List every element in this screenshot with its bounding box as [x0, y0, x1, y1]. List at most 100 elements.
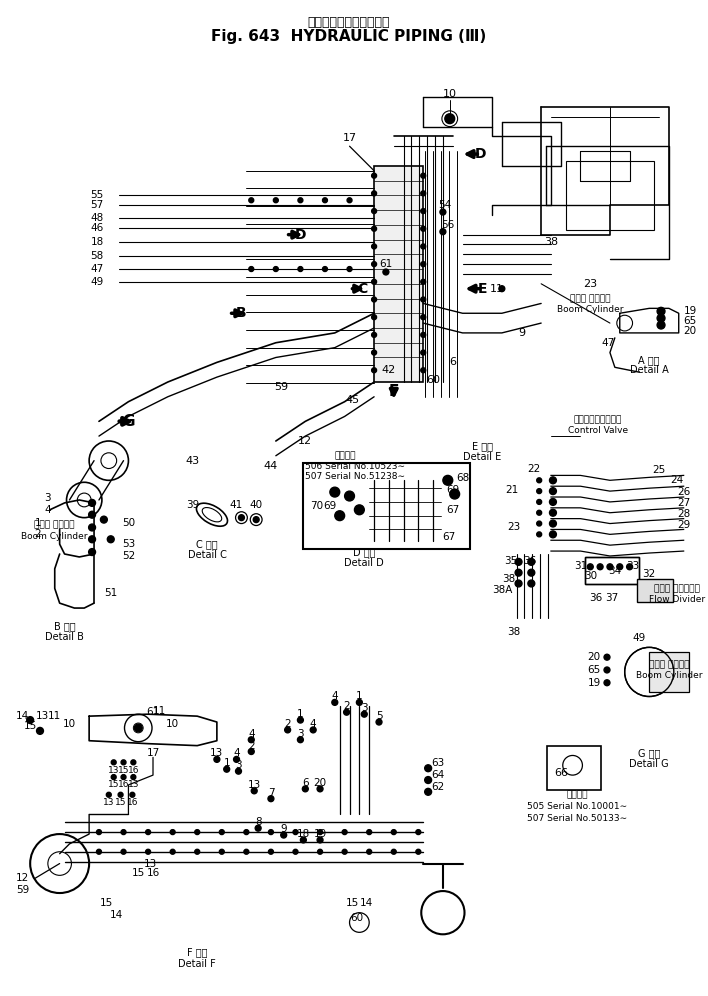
Circle shape	[249, 737, 254, 743]
Circle shape	[170, 830, 175, 835]
Text: Flow Divider: Flow Divider	[649, 595, 705, 604]
Text: 505 Serial No.10001∼: 505 Serial No.10001∼	[527, 802, 627, 811]
Text: 3: 3	[235, 760, 242, 770]
Circle shape	[372, 191, 377, 196]
Circle shape	[528, 580, 535, 587]
Text: Boom Cylinder: Boom Cylinder	[636, 671, 702, 680]
Circle shape	[345, 491, 355, 501]
Text: 64: 64	[431, 770, 445, 780]
Text: 2: 2	[343, 701, 350, 711]
Circle shape	[135, 724, 142, 732]
Text: 10: 10	[166, 719, 179, 729]
Circle shape	[236, 768, 241, 774]
Text: B 詳細: B 詳細	[54, 621, 75, 630]
Circle shape	[372, 226, 377, 231]
Circle shape	[425, 777, 432, 784]
Bar	[586, 557, 639, 585]
Circle shape	[515, 580, 522, 587]
Text: 37: 37	[605, 594, 619, 604]
Circle shape	[421, 297, 426, 302]
Circle shape	[372, 208, 377, 213]
Text: 63: 63	[431, 758, 445, 768]
Text: 15: 15	[118, 766, 130, 775]
Circle shape	[300, 837, 307, 843]
Text: 49: 49	[633, 632, 646, 642]
Text: 13: 13	[210, 748, 224, 759]
Circle shape	[657, 308, 665, 315]
Text: 45: 45	[346, 394, 360, 404]
Circle shape	[323, 198, 327, 203]
Text: C: C	[357, 282, 367, 296]
Text: 3: 3	[45, 493, 51, 503]
Text: 65: 65	[684, 316, 697, 326]
Circle shape	[450, 489, 459, 499]
Circle shape	[549, 477, 556, 484]
Circle shape	[421, 368, 426, 373]
Circle shape	[361, 711, 367, 717]
Circle shape	[421, 208, 426, 213]
Circle shape	[597, 564, 603, 570]
Text: 26: 26	[677, 487, 690, 497]
Circle shape	[421, 315, 426, 320]
Text: 13: 13	[144, 859, 156, 869]
Circle shape	[293, 850, 298, 855]
Circle shape	[146, 850, 151, 855]
Circle shape	[342, 850, 347, 855]
Circle shape	[537, 521, 542, 526]
Circle shape	[372, 244, 377, 249]
Text: 4: 4	[45, 505, 51, 515]
Text: 30: 30	[583, 571, 597, 581]
Circle shape	[219, 850, 224, 855]
Circle shape	[372, 315, 377, 320]
Circle shape	[499, 286, 505, 292]
Circle shape	[549, 488, 556, 495]
Text: F 詳細: F 詳細	[187, 947, 207, 957]
Text: 55: 55	[91, 190, 104, 200]
Text: ハイドロックバイピング: ハイドロックバイピング	[307, 16, 390, 29]
Circle shape	[298, 267, 303, 272]
Text: 61: 61	[379, 259, 392, 269]
Text: 54: 54	[438, 200, 452, 210]
Circle shape	[372, 262, 377, 267]
Text: F: F	[389, 384, 399, 399]
Text: 16: 16	[127, 798, 138, 807]
Text: 13: 13	[35, 711, 49, 721]
Circle shape	[657, 321, 665, 329]
Circle shape	[330, 487, 340, 497]
Bar	[649, 652, 689, 691]
Text: 40: 40	[250, 500, 263, 510]
Circle shape	[376, 719, 382, 725]
Text: 49: 49	[91, 277, 104, 287]
Text: 10: 10	[63, 719, 76, 729]
Circle shape	[425, 765, 432, 772]
Circle shape	[118, 792, 123, 797]
Text: 14: 14	[110, 909, 123, 919]
Circle shape	[96, 830, 101, 835]
Text: 38A: 38A	[491, 586, 512, 596]
Text: 5: 5	[376, 711, 382, 721]
Text: 69: 69	[446, 485, 459, 495]
Circle shape	[239, 515, 244, 521]
Text: G 詳細: G 詳細	[638, 748, 661, 759]
Circle shape	[219, 830, 224, 835]
Circle shape	[106, 792, 111, 797]
Circle shape	[537, 499, 542, 504]
Text: 66: 66	[554, 768, 568, 778]
Circle shape	[372, 333, 377, 338]
Circle shape	[131, 775, 136, 780]
Circle shape	[88, 536, 96, 543]
Text: 38: 38	[507, 626, 520, 636]
Circle shape	[383, 269, 389, 275]
Text: 34: 34	[608, 566, 622, 576]
Circle shape	[617, 564, 623, 570]
Circle shape	[244, 850, 249, 855]
Text: Detail B: Detail B	[45, 631, 84, 641]
Circle shape	[37, 727, 43, 734]
Circle shape	[121, 830, 126, 835]
Text: 11: 11	[48, 711, 62, 721]
Text: 51: 51	[104, 589, 118, 599]
Circle shape	[297, 717, 303, 723]
Circle shape	[440, 229, 446, 235]
Circle shape	[318, 850, 323, 855]
Text: 68: 68	[456, 473, 469, 483]
